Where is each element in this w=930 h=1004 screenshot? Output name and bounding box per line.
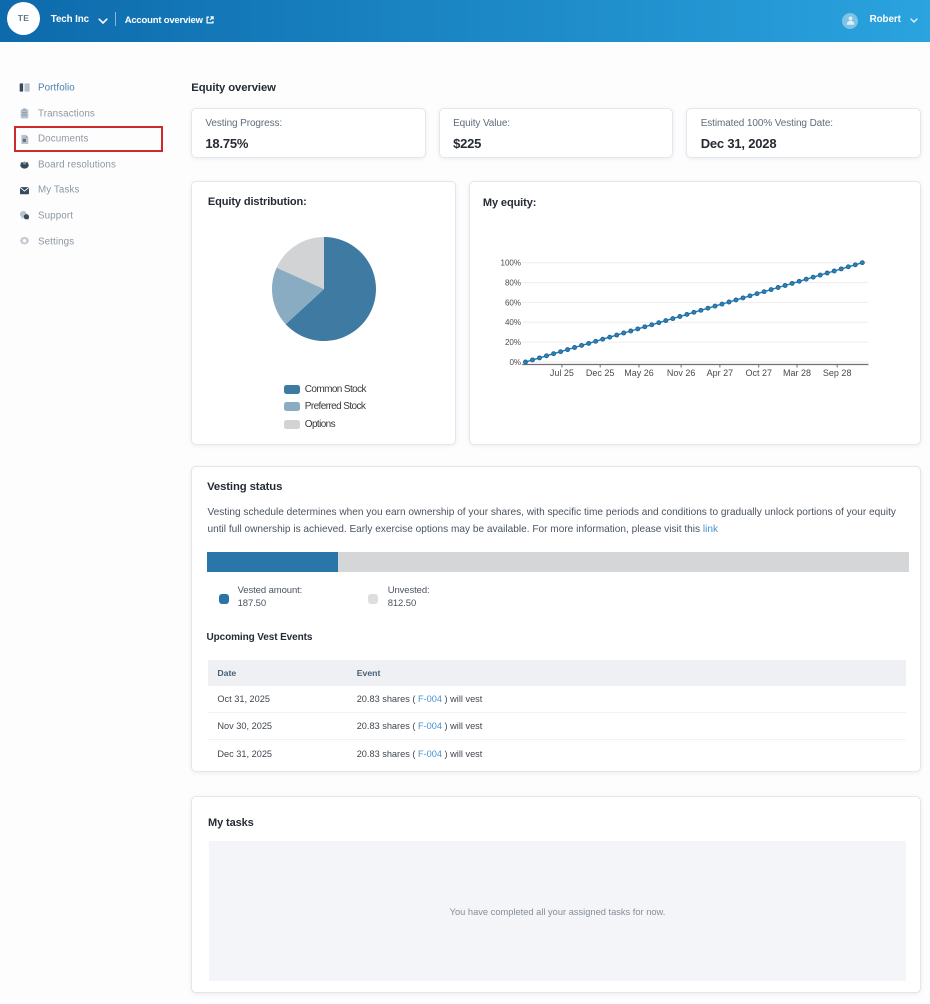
svg-text:20%: 20% bbox=[505, 338, 521, 347]
svg-text:Jul 25: Jul 25 bbox=[550, 368, 574, 378]
svg-text:80%: 80% bbox=[505, 278, 521, 287]
svg-text:Dec 25: Dec 25 bbox=[586, 368, 615, 378]
svg-text:Mar 28: Mar 28 bbox=[783, 368, 811, 378]
svg-text:60%: 60% bbox=[505, 298, 521, 307]
svg-text:0%: 0% bbox=[509, 357, 521, 366]
svg-text:40%: 40% bbox=[505, 318, 521, 327]
svg-text:100%: 100% bbox=[501, 258, 521, 267]
svg-text:Apr 27: Apr 27 bbox=[707, 368, 734, 378]
svg-text:May 26: May 26 bbox=[624, 368, 654, 378]
svg-text:Sep 28: Sep 28 bbox=[823, 368, 852, 378]
svg-text:Oct 27: Oct 27 bbox=[745, 368, 772, 378]
svg-text:Nov 26: Nov 26 bbox=[667, 368, 696, 378]
